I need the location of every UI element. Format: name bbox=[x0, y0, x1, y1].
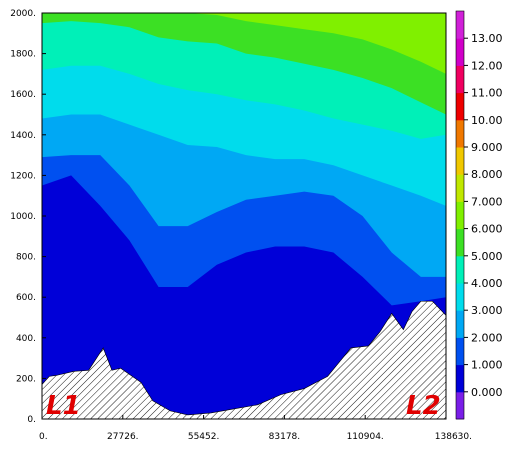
colorbar-swatch bbox=[456, 174, 464, 202]
colorbar-label: 12.00 bbox=[471, 59, 503, 72]
colorbar-label: 5.000 bbox=[471, 250, 503, 263]
x-tick-label: 27726. bbox=[107, 432, 139, 442]
y-tick-label: 400. bbox=[16, 334, 36, 344]
colorbar-swatch bbox=[456, 201, 464, 230]
y-tick-label: 1400. bbox=[10, 131, 36, 141]
y-tick-label: 1800. bbox=[10, 50, 36, 60]
colorbar-label: 1.000 bbox=[471, 359, 503, 372]
y-axis-ticks: 0. 200. 400. 600. 800. 1000. 1200. 1400. 1600. 18… bbox=[10, 9, 46, 425]
colorbar-label: 9.000 bbox=[471, 141, 503, 154]
terrain-hatch bbox=[42, 300, 446, 419]
x-tick-label: 55452. bbox=[188, 432, 220, 442]
colorbar-swatch bbox=[456, 65, 464, 94]
x-axis-ticks: 0. 27726. 55452. 83178. 110904. 138630. bbox=[39, 415, 472, 442]
colorbar-label: 6.000 bbox=[471, 223, 503, 236]
colorbar-swatch bbox=[456, 283, 464, 311]
colorbar-label: 0.000 bbox=[471, 386, 503, 399]
endpoint-label-l1: L1 bbox=[46, 391, 81, 421]
colorbar-frame bbox=[455, 10, 465, 420]
colorbar: 0.000 1.000 2.000 3.000 4.000 5.000 6.000 7.000… bbox=[455, 10, 503, 420]
y-tick-label: 800. bbox=[16, 253, 36, 263]
colorbar-swatch bbox=[456, 92, 464, 121]
colorbar-label: 4.000 bbox=[471, 277, 503, 290]
y-tick-label: 600. bbox=[16, 293, 36, 303]
y-tick-label: 2000. bbox=[10, 9, 36, 19]
colorbar-swatch bbox=[456, 228, 464, 257]
colorbar-swatch bbox=[456, 255, 464, 284]
x-tick-label: 0. bbox=[39, 432, 48, 442]
colorbar-label: 10.00 bbox=[471, 114, 503, 127]
x-tick-label: 110904. bbox=[347, 432, 384, 442]
colorbar-swatch bbox=[456, 147, 464, 175]
colorbar-label: 11.00 bbox=[471, 87, 503, 100]
colorbar-swatch bbox=[456, 38, 464, 66]
x-tick-label: 83178. bbox=[269, 432, 301, 442]
colorbar-label: 8.000 bbox=[471, 168, 503, 181]
y-tick-label: 1000. bbox=[10, 212, 36, 222]
y-tick-label: 0. bbox=[27, 415, 36, 425]
colorbar-swatch bbox=[456, 11, 464, 39]
colorbar-swatch bbox=[456, 119, 464, 148]
y-tick-label: 200. bbox=[16, 374, 36, 384]
y-tick-label: 1600. bbox=[10, 90, 36, 100]
colorbar-label: 13.00 bbox=[471, 32, 503, 45]
colorbar-label: 3.000 bbox=[471, 304, 503, 317]
endpoint-label-l2: L2 bbox=[406, 391, 441, 421]
colorbar-swatch bbox=[456, 310, 464, 338]
x-tick-label: 138630. bbox=[435, 432, 472, 442]
colorbar-swatch bbox=[456, 364, 464, 393]
colorbar-label: 2.000 bbox=[471, 331, 503, 344]
terrain-surface bbox=[42, 300, 446, 419]
colorbar-swatch bbox=[456, 337, 464, 366]
y-tick-label: 1200. bbox=[10, 171, 36, 181]
colorbar-swatch bbox=[456, 391, 464, 420]
colorbar-label: 7.000 bbox=[471, 195, 503, 208]
